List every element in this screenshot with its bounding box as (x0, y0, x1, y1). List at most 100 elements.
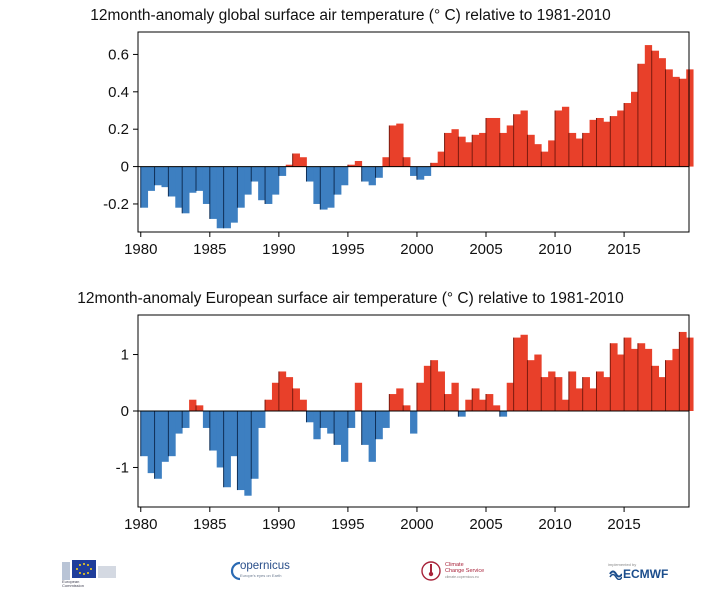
bar (596, 371, 604, 411)
bar (589, 388, 597, 411)
bar (603, 121, 611, 167)
copernicus-logo: opernicus Europe's eyes on Earth (230, 556, 290, 586)
x-tick-label: 1980 (124, 241, 157, 258)
bar (140, 411, 149, 457)
bar (202, 411, 211, 428)
bar (216, 411, 225, 468)
bar (499, 411, 508, 417)
c3s-tagline: climate.copernicus.eu (445, 575, 479, 579)
bar (410, 411, 418, 434)
bar (161, 411, 169, 462)
bar (437, 151, 445, 167)
bar (244, 411, 252, 496)
bar (161, 166, 169, 188)
bar (637, 343, 646, 411)
bar (589, 119, 597, 167)
bar (672, 348, 680, 411)
bar (506, 125, 515, 167)
x-tick-label: 2015 (607, 516, 640, 533)
bar (375, 411, 383, 440)
bar (568, 371, 577, 411)
bar (189, 166, 197, 193)
bar (299, 399, 307, 411)
bar (306, 411, 314, 423)
bar (644, 45, 653, 167)
c3s-logo: Climate Change Service climate.copernicu… (420, 556, 484, 586)
bar (278, 166, 287, 176)
bar (292, 153, 300, 167)
bar (375, 166, 383, 178)
bar (582, 132, 590, 167)
bar (251, 411, 259, 479)
chart-title-global: 12month-anomaly global surface air tempe… (90, 7, 611, 24)
bar (465, 399, 473, 411)
bar (140, 166, 149, 208)
bar (258, 411, 266, 428)
y-tick-label: 0.6 (108, 46, 129, 63)
bar (658, 377, 666, 411)
bar (299, 157, 307, 167)
bar (265, 166, 273, 204)
bar (154, 411, 162, 479)
bar (237, 166, 245, 208)
bar (265, 399, 273, 411)
y-tick-label: 0 (121, 159, 129, 176)
bar (644, 348, 653, 411)
bar (403, 405, 411, 411)
bar (561, 106, 570, 167)
bar (327, 166, 335, 208)
bar (444, 394, 452, 411)
bar (347, 164, 356, 167)
bar (617, 354, 625, 411)
ec-label-line2: Commission (62, 583, 85, 588)
bar (182, 411, 190, 428)
bar (320, 411, 328, 428)
bar (361, 166, 370, 182)
bar (672, 76, 680, 167)
y-tick-label: 0 (121, 403, 129, 420)
bar (389, 125, 397, 167)
bar (451, 382, 459, 411)
bar (465, 142, 473, 167)
bar (175, 166, 183, 208)
bar (610, 343, 618, 411)
bar (216, 166, 225, 229)
chart-europe: -1 0 1 1980 1985 1990 1995 2000 2005 2010 2015 (116, 314, 694, 533)
bar (196, 166, 204, 191)
bar (658, 58, 666, 167)
bar (292, 388, 300, 411)
y-tick-label: -1 (116, 459, 129, 476)
bar (679, 78, 687, 167)
bar (555, 110, 563, 167)
bar (168, 166, 176, 197)
bar (430, 162, 439, 167)
copernicus-tagline: Europe's eyes on Earth (240, 573, 282, 578)
bar (175, 411, 183, 434)
bar (472, 388, 480, 411)
bar (285, 164, 294, 167)
bar (527, 360, 535, 411)
bar (354, 160, 363, 167)
bar (499, 132, 508, 167)
chart-title-europe: 12month-anomaly European surface air tem… (77, 290, 624, 307)
bar (686, 337, 694, 411)
bar (258, 166, 266, 201)
bar (437, 371, 445, 411)
bar (389, 394, 397, 411)
x-tick-label: 2000 (400, 516, 433, 533)
ec-label-line1: European (62, 579, 80, 584)
bar (513, 337, 521, 411)
bar (451, 129, 459, 167)
bar (382, 157, 390, 167)
bar (230, 166, 238, 223)
c3s-line2: Change Service (445, 568, 485, 574)
bar (285, 377, 294, 411)
eu-flag-icon (62, 560, 116, 580)
bar (624, 103, 632, 167)
bar (189, 399, 197, 411)
bar (313, 411, 321, 440)
bar (624, 337, 632, 411)
bar (382, 411, 390, 428)
bar (520, 110, 528, 167)
x-tick-label: 1980 (124, 516, 157, 533)
